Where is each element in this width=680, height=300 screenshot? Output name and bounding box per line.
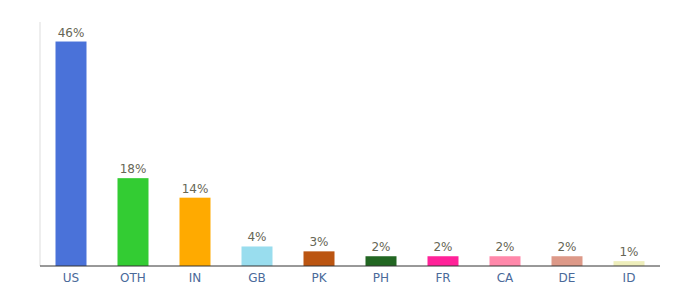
x-tick-label: FR xyxy=(435,271,450,285)
bar xyxy=(428,256,459,266)
bar xyxy=(490,256,521,266)
data-label: 18% xyxy=(120,162,147,176)
x-tick-label: CA xyxy=(497,271,514,285)
data-label: 2% xyxy=(433,240,452,254)
x-tick-label: PK xyxy=(311,271,327,285)
data-label: 2% xyxy=(557,240,576,254)
data-label: 2% xyxy=(495,240,514,254)
bar xyxy=(366,256,397,266)
x-tick-label: PH xyxy=(373,271,389,285)
x-axis-line xyxy=(40,266,660,267)
data-label: 4% xyxy=(247,230,266,244)
bar xyxy=(614,261,645,266)
data-label: 14% xyxy=(182,182,209,196)
data-label: 1% xyxy=(619,245,638,259)
x-tick-label: GB xyxy=(248,271,266,285)
data-label: 3% xyxy=(309,235,328,249)
data-label: 2% xyxy=(371,240,390,254)
bar xyxy=(242,246,273,266)
bars xyxy=(56,42,645,266)
bar xyxy=(552,256,583,266)
x-tick-label: ID xyxy=(623,271,636,285)
bar xyxy=(118,178,149,266)
x-tick-label: DE xyxy=(559,271,576,285)
x-tick-label: IN xyxy=(189,271,202,285)
y-axis-line xyxy=(40,22,41,266)
x-tick-label: OTH xyxy=(120,271,146,285)
chart: US 46% OTH 18% IN 14% GB 4% PK 3% PH 2% FR 2% CA 2% DE 2%… xyxy=(0,0,680,300)
bar xyxy=(180,198,211,266)
x-tick-label: US xyxy=(63,271,79,285)
bar xyxy=(56,42,87,266)
bar xyxy=(304,251,335,266)
chart-container: US 46% OTH 18% IN 14% GB 4% PK 3% PH 2% FR 2% CA 2% DE 2%… xyxy=(0,0,680,300)
data-label: 46% xyxy=(58,26,85,40)
